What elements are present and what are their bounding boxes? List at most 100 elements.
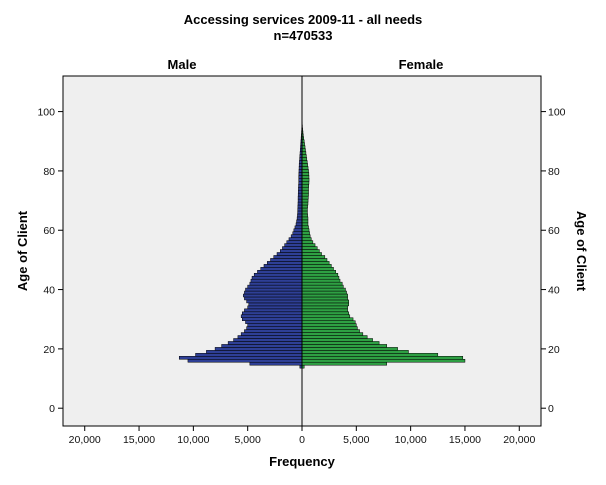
bar-female-age-40 <box>301 287 346 292</box>
y-tick-label-left-40: 40 <box>43 285 55 297</box>
bar-female-age-55 <box>301 243 316 247</box>
bar-female-age-49 <box>301 261 330 265</box>
bar-male-age-67 <box>297 207 303 212</box>
bar-male-age-71 <box>297 195 303 200</box>
bar-male-age-34 <box>247 305 303 310</box>
y-axis-right: 0 20 40 60 80 100 <box>541 107 566 415</box>
bar-male-age-23 <box>233 338 303 342</box>
bar-male-age-40 <box>245 287 303 292</box>
bar-male-age-32 <box>242 311 303 316</box>
bar-male-age-16 <box>187 359 303 363</box>
x-tick-label-2: 10,000 <box>177 434 209 446</box>
bar-male-age-62 <box>295 222 303 227</box>
bar-male-age-64 <box>296 216 303 221</box>
bar-female-age-15 <box>301 361 387 366</box>
bar-female-age-36 <box>301 299 349 304</box>
bar-female-age-76 <box>301 181 310 185</box>
bar-male-age-41 <box>247 284 303 289</box>
bar-male-age-20 <box>214 347 303 351</box>
bar-female-age-50 <box>301 258 328 262</box>
bar-female-age-58 <box>301 234 311 238</box>
bar-female-age-67 <box>301 207 308 212</box>
bar-male-age-75 <box>298 184 303 188</box>
bar-male-age-43 <box>250 278 303 283</box>
bar-male-age-57 <box>288 237 303 241</box>
y-tick-label-right-80: 80 <box>548 166 560 178</box>
bar-female-age-75 <box>301 184 309 188</box>
bar-female-age-74 <box>301 186 309 191</box>
bar-male-age-31 <box>240 314 303 318</box>
bar-male-age-47 <box>260 267 303 271</box>
bar-female-age-29 <box>301 320 356 324</box>
bar-male-age-45 <box>253 273 303 277</box>
bar-female-age-61 <box>301 225 309 230</box>
bar-female-age-53 <box>301 249 320 253</box>
bar-female-age-82 <box>301 163 308 167</box>
bar-female-age-47 <box>301 267 334 271</box>
y-tick-label-right-20: 20 <box>548 344 560 356</box>
bar-female-age-35 <box>301 302 349 307</box>
chart-subtitle: n=470533 <box>274 28 333 43</box>
bar-male-age-22 <box>227 341 303 345</box>
bar-female-age-85 <box>301 154 307 158</box>
bar-female-age-64 <box>301 216 309 221</box>
bar-male-age-51 <box>273 255 303 259</box>
bar-male-age-15 <box>249 361 303 366</box>
bar-female-age-39 <box>301 290 347 295</box>
bar-female-age-73 <box>301 189 309 194</box>
bar-male-age-68 <box>297 204 303 209</box>
y-tick-label-left-80: 80 <box>43 166 55 178</box>
bar-female-age-86 <box>301 151 307 155</box>
x-axis: 20,000 15,000 10,000 5,000 0 5,000 10,000 15,00… <box>69 426 535 446</box>
bar-female-age-60 <box>301 228 310 232</box>
y-axis-label-left: Age of Client <box>15 210 30 291</box>
bar-female-age-54 <box>301 246 318 250</box>
y-tick-label-left-0: 0 <box>49 403 55 415</box>
bar-female-age-26 <box>301 329 360 333</box>
x-tick-label-3: 5,000 <box>235 434 261 446</box>
chart-title: Accessing services 2009-11 - all needs <box>184 12 423 27</box>
bar-male-age-52 <box>276 252 303 256</box>
y-tick-label-left-20: 20 <box>43 344 55 356</box>
bar-male-age-44 <box>251 275 303 280</box>
y-tick-label-right-60: 60 <box>548 225 560 237</box>
x-tick-label-6: 10,000 <box>395 434 427 446</box>
bar-female-age-37 <box>301 296 348 301</box>
y-axis-label-right: Age of Client <box>574 211 589 292</box>
bar-female-age-56 <box>301 240 314 244</box>
bar-female-age-77 <box>301 178 310 182</box>
x-tick-label-1: 15,000 <box>123 434 155 446</box>
bar-male-age-73 <box>298 189 303 194</box>
bar-male-age-70 <box>297 198 303 203</box>
bar-male-age-33 <box>244 308 303 313</box>
bar-female-age-48 <box>301 264 332 268</box>
bar-male-age-49 <box>266 261 303 265</box>
bar-male-age-28 <box>247 323 303 327</box>
bar-female-age-78 <box>301 175 310 179</box>
bar-female-age-72 <box>301 192 309 197</box>
bar-male-age-63 <box>296 219 303 224</box>
bar-male-age-30 <box>242 317 303 321</box>
x-tick-label-7: 15,000 <box>449 434 481 446</box>
bar-female-age-34 <box>301 305 348 310</box>
bar-female-age-63 <box>301 219 309 224</box>
bar-female-age-81 <box>301 166 309 170</box>
panel-label-female: Female <box>399 57 444 72</box>
bar-male-age-38 <box>243 293 303 298</box>
bar-female-age-52 <box>301 252 322 256</box>
bar-female-age-65 <box>301 213 308 218</box>
bar-female-age-71 <box>301 195 309 200</box>
bar-female-age-45 <box>301 273 339 277</box>
bar-male-age-53 <box>280 249 303 253</box>
bar-male-age-60 <box>293 228 303 232</box>
bar-male-age-56 <box>286 240 303 244</box>
bar-male-age-42 <box>249 281 303 286</box>
bar-female-age-21 <box>301 344 387 348</box>
bar-female-age-30 <box>301 317 354 321</box>
bar-male-age-36 <box>246 299 303 304</box>
panel-label-male: Male <box>168 57 197 72</box>
bar-female-age-41 <box>301 284 344 289</box>
bar-male-age-50 <box>270 258 303 262</box>
bar-male-age-21 <box>221 344 303 348</box>
y-axis-left: 0 20 40 60 80 100 <box>37 107 63 415</box>
